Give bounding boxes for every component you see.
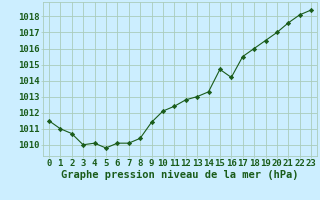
X-axis label: Graphe pression niveau de la mer (hPa): Graphe pression niveau de la mer (hPa)	[61, 170, 299, 180]
